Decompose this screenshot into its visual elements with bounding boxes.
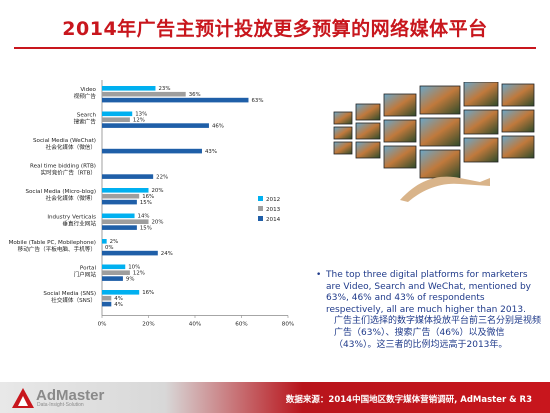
bar xyxy=(102,301,112,307)
data-label: 2% xyxy=(110,239,119,245)
category-label: Search xyxy=(77,113,97,119)
category-label: 门户网站 xyxy=(74,271,97,279)
data-label: 22% xyxy=(156,175,168,181)
category-label: 移动广告（平板电脑、手机等） xyxy=(18,245,96,253)
bar xyxy=(102,264,126,270)
data-label: 16% xyxy=(142,194,154,200)
bar xyxy=(102,276,123,281)
x-tick-label: 60% xyxy=(235,322,247,328)
x-tick-label: 40% xyxy=(189,322,201,328)
note-english: The top three digital platforms for mark… xyxy=(326,270,531,315)
data-label: 12% xyxy=(133,271,145,277)
logo-tagline: Data·Insight·Solution xyxy=(37,402,84,408)
bar xyxy=(102,250,158,256)
data-label: 4% xyxy=(114,296,123,302)
bar xyxy=(102,270,130,275)
category-label: Mobile (Table PC, Mobilephone) xyxy=(9,240,96,246)
data-label: 36% xyxy=(189,92,201,98)
category-label: Social Media (SNS) xyxy=(43,291,96,297)
category-label: Video xyxy=(80,87,96,93)
legend-label: 2012 xyxy=(266,197,280,203)
bar xyxy=(102,86,156,91)
data-label: 9% xyxy=(126,277,135,283)
data-label: 0% xyxy=(105,245,114,251)
category-label: 视频广告 xyxy=(74,92,97,100)
data-label: 15% xyxy=(140,200,152,206)
bar xyxy=(102,91,186,97)
category-label: Social Media (WeChat) xyxy=(33,138,96,144)
data-label: 14% xyxy=(138,214,150,220)
category-label: Industry Verticals xyxy=(47,215,96,221)
data-label: 13% xyxy=(135,112,147,118)
bar xyxy=(102,225,137,230)
data-label: 4% xyxy=(114,302,123,308)
legend-swatch xyxy=(258,196,263,201)
data-label: 63% xyxy=(251,98,263,104)
category-label: 社会化媒体（微博） xyxy=(46,194,96,202)
logo-wordmark: AdMaster xyxy=(36,387,105,404)
video-wall-image xyxy=(333,82,535,202)
bar xyxy=(102,290,140,295)
data-label: 10% xyxy=(128,265,140,271)
x-tick-label: 0% xyxy=(98,322,107,328)
footer-bar xyxy=(0,382,550,413)
title-divider xyxy=(14,47,536,49)
data-label: 43% xyxy=(205,149,217,155)
bar xyxy=(102,219,149,224)
category-label: 社交媒体（SNS） xyxy=(51,296,96,304)
bar xyxy=(102,244,103,250)
category-label: 社会化媒体（微信） xyxy=(46,143,96,151)
data-label: 20% xyxy=(152,188,164,194)
legend-swatch xyxy=(258,206,263,211)
bar-chart: Video视频广告23%36%63%Search搜索广告13%12%46%Soc… xyxy=(9,80,294,328)
category-label: 垂直行业网站 xyxy=(62,220,96,228)
data-source: 数据来源：2014中国地区数字媒体营销调研, AdMaster & R3 xyxy=(285,395,532,405)
note-chinese: 广告主们选择的数字媒体投放平台前三名分别是视频广告（63%）、搜索广告（46%）… xyxy=(334,316,542,350)
data-label: 20% xyxy=(152,220,164,226)
category-label: 实时竞价广告（RTB） xyxy=(41,169,96,177)
insight-note: • The top three digital platforms for ma… xyxy=(316,270,542,351)
bar xyxy=(102,193,140,199)
bar xyxy=(102,239,107,244)
admaster-logo-icon xyxy=(12,388,34,408)
x-tick-label: 80% xyxy=(282,322,294,328)
legend-label: 2013 xyxy=(266,207,281,213)
data-label: 24% xyxy=(161,251,173,257)
bar xyxy=(102,199,137,205)
legend-swatch xyxy=(258,216,263,221)
bar xyxy=(102,123,209,128)
bullet-marker: • xyxy=(316,270,322,280)
page-title: 2014年广告主预计投放更多预算的网络媒体平台 xyxy=(62,18,488,40)
data-label: 12% xyxy=(133,118,145,124)
bar xyxy=(102,97,249,103)
category-label: Real time bidding (RTB) xyxy=(30,164,96,170)
data-label: 46% xyxy=(212,124,224,130)
x-tick-label: 20% xyxy=(142,322,154,328)
legend-label: 2014 xyxy=(266,217,281,223)
bar xyxy=(102,117,130,122)
bar xyxy=(102,188,149,193)
category-label: Portal xyxy=(80,266,97,272)
data-label: 23% xyxy=(158,86,170,92)
bar xyxy=(102,174,154,179)
data-label: 15% xyxy=(140,226,152,232)
category-label: 搜索广告 xyxy=(74,118,97,126)
category-label: Social Media (Micro-blog) xyxy=(25,189,96,195)
bar xyxy=(102,295,112,301)
data-label: 16% xyxy=(142,290,154,296)
bar xyxy=(102,148,202,154)
bar xyxy=(102,213,135,219)
bar xyxy=(102,111,133,117)
